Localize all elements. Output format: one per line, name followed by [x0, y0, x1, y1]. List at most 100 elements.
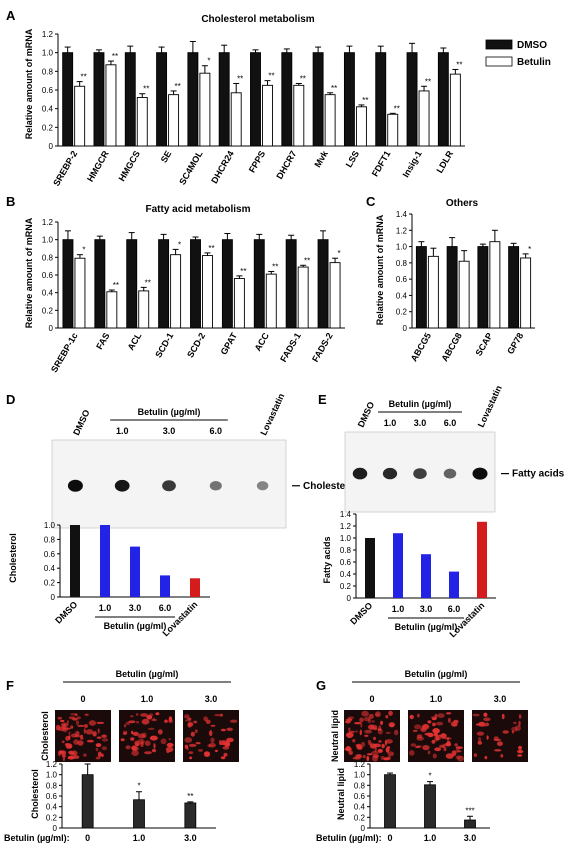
bar-g [384, 774, 396, 829]
cell-stain-g [427, 750, 431, 755]
legend-swatch-betulin [485, 56, 513, 67]
significance-mark-b: * [82, 246, 85, 255]
treatment-label-e: Betulin (µg/ml) [389, 399, 452, 409]
cell-stain-g [448, 717, 451, 723]
cell-stain-g [479, 721, 485, 726]
cell-stain-g [501, 713, 505, 720]
cell-stain-g [409, 714, 414, 720]
bar-b-betulin [170, 254, 182, 329]
cell-stain-g [438, 734, 446, 737]
cell-stain-f [83, 753, 87, 757]
bar-chart-a: 0 0.2 0.4 0.6 0.8 1.0 1.2 ** SREBP-2 ** HMGCR ** HMG… [42, 30, 465, 188]
cell-stain-f [188, 751, 194, 754]
bar-a-betulin [449, 73, 461, 147]
panel-letter-b: B [6, 194, 15, 209]
lane-label-d: Lovastatin [258, 392, 286, 437]
cell-stain-f [193, 720, 198, 724]
cell-stain-f [209, 730, 213, 737]
cell-stain-g [496, 741, 503, 747]
y-tick-label-b: 0.2 [42, 306, 54, 315]
image-label-g: Neutral lipid [330, 710, 340, 762]
cell-stain-g [412, 729, 418, 733]
bar-c-dmso [415, 246, 427, 329]
y-tick-label-a: 0 [49, 142, 54, 151]
x-tick-label-c: ABCG5 [409, 331, 433, 363]
cell-stain-g [432, 728, 440, 734]
cell-stain-g [454, 743, 458, 747]
cell-stain-g [346, 732, 354, 736]
cell-stain-g [377, 728, 382, 731]
cell-stain-f [195, 742, 201, 745]
cell-stain-f [68, 731, 71, 735]
cell-stain-f [155, 712, 160, 716]
cell-stain-f [68, 735, 71, 740]
cell-stain-g [473, 753, 477, 757]
bar-b-dmso [317, 239, 329, 329]
dose-label-f: 3.0 [205, 694, 218, 704]
bar-chart-b: 0 0.2 0.4 0.6 0.8 1.0 1.2 * SREBP-1c ** FAS ** ACL * S… [42, 218, 345, 374]
x-tick-label-b: SCD-2 [185, 331, 207, 359]
cell-stain-g [364, 729, 372, 734]
cell-stain-g [456, 750, 462, 753]
y-tick-label-e: 0.2 [340, 582, 352, 591]
bar-b-betulin [106, 291, 118, 329]
y-tick-label-a: 0.6 [42, 86, 54, 95]
bar-e [421, 554, 431, 598]
y-label-d: Cholesterol [8, 533, 18, 583]
cell-stain-g [368, 713, 374, 719]
cell-stain-f [223, 754, 227, 757]
bar-a-betulin [293, 84, 305, 147]
bar-a-dmso [375, 52, 387, 147]
x-tick-label-f: 1.0 [133, 833, 146, 843]
image-label-f: Cholesterol [40, 711, 50, 761]
bar-d [190, 578, 200, 597]
bar-a-betulin [418, 90, 430, 147]
bar-a-betulin [262, 84, 273, 147]
bar-b-dmso [62, 239, 74, 329]
cell-stain-f [92, 731, 97, 737]
bar-a-dmso [281, 52, 293, 147]
significance-mark-b: ** [272, 262, 278, 271]
y-tick-label-g: 1.2 [354, 760, 366, 769]
x-tick-label-a: HMGCS [117, 149, 142, 183]
legend-label-dmso: DMSO [517, 40, 547, 51]
cell-stain-f [75, 720, 80, 726]
cell-stain-g [455, 746, 463, 749]
bar-d [130, 546, 140, 597]
y-tick-label-e: 1.2 [340, 522, 352, 531]
cell-stain-f [222, 740, 225, 745]
bar-a-dmso [406, 52, 418, 147]
cell-stain-f [123, 724, 127, 728]
lane-label-d: 6.0 [210, 426, 223, 436]
lane-label-d: 1.0 [116, 426, 129, 436]
cell-stain-g [366, 755, 370, 762]
cell-stain-g [371, 720, 375, 723]
y-label-a: Relative amount of mRNA [24, 28, 34, 139]
bar-c-betulin [520, 257, 532, 329]
cell-stain-f [86, 739, 94, 743]
cell-stain-f [166, 742, 174, 748]
cell-stain-f [96, 721, 105, 725]
tlc-plate-d: DMSO 1.0 3.0 6.0 Lovastatin Betulin (µg/ml) Ch… [51, 392, 358, 529]
cell-stain-f [220, 756, 226, 760]
significance-mark-f: ** [187, 792, 193, 801]
bar-b-betulin [265, 273, 277, 329]
treatment-label-g: Betulin (µg/ml) [405, 669, 468, 679]
cell-stain-g [380, 720, 383, 726]
bar-b-dmso [94, 239, 106, 329]
cell-stain-f [137, 733, 146, 739]
cell-stain-g [484, 755, 488, 760]
cell-stain-g [360, 722, 363, 728]
cell-stain-f [130, 715, 134, 718]
band-label-e: Fatty acids [512, 469, 565, 480]
y-tick-label-f: 0.2 [46, 813, 58, 822]
panel-a: A Cholesterol metabolism Relative amount… [6, 8, 551, 188]
y-tick-label-c: 0.6 [396, 275, 408, 284]
cell-stain-f [184, 737, 193, 743]
significance-mark-a: ** [456, 60, 462, 69]
cell-stain-g [387, 751, 395, 757]
cell-stain-f [85, 729, 94, 735]
panel-d: D DMSO 1.0 3.0 6.0 Lovastatin Betulin (µg/ml)… [6, 392, 358, 638]
cell-stain-f [187, 722, 194, 727]
